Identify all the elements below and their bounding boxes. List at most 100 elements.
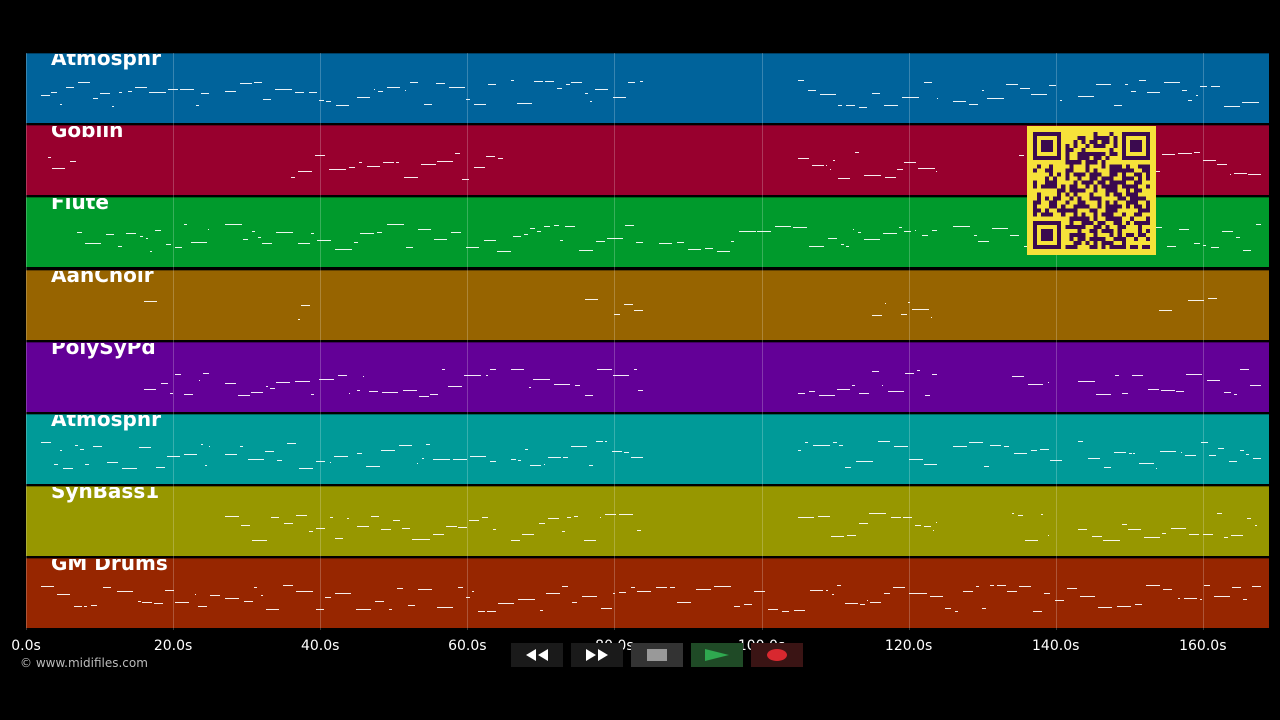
midi-note — [191, 242, 207, 244]
midi-note — [319, 378, 334, 380]
midi-note — [165, 244, 171, 246]
midi-note — [631, 587, 635, 589]
midi-note — [276, 381, 290, 383]
midi-note — [896, 169, 903, 171]
midi-note — [300, 304, 310, 306]
midi-note — [1018, 155, 1025, 157]
piano-roll-timeline[interactable]: Atmosphr Goblin Flute AahChoir PolySyPd Atmos… — [26, 53, 1269, 630]
midi-note — [224, 224, 242, 226]
midi-note — [1132, 453, 1135, 454]
time-tick-label: 140.0s — [1032, 638, 1080, 654]
midi-note — [412, 539, 430, 541]
midi-note — [1131, 374, 1144, 376]
midi-note — [198, 606, 208, 608]
midi-note — [798, 450, 802, 451]
midi-note — [1166, 246, 1176, 248]
midi-note — [572, 602, 577, 604]
midi-note — [836, 388, 850, 390]
midi-note — [1018, 586, 1032, 588]
midi-note — [1217, 164, 1227, 166]
midi-note — [901, 313, 907, 315]
midi-note — [969, 442, 983, 443]
midi-note — [432, 534, 444, 536]
midi-note — [546, 593, 560, 595]
midi-note — [1147, 388, 1160, 390]
stop-button[interactable] — [631, 643, 683, 667]
midi-note — [570, 82, 582, 83]
midi-note — [831, 536, 844, 538]
midi-note — [990, 585, 994, 587]
midi-note — [547, 518, 559, 520]
midi-note — [1228, 461, 1237, 462]
midi-note — [908, 301, 910, 303]
midi-note — [705, 248, 713, 250]
play-icon — [705, 649, 729, 661]
midi-note — [511, 80, 514, 81]
midi-note — [595, 441, 603, 442]
midi-note — [904, 162, 916, 164]
midi-note — [429, 393, 439, 395]
track-lane[interactable]: Atmosphr — [26, 414, 1269, 484]
midi-note — [261, 243, 272, 245]
midi-note — [375, 601, 384, 603]
track-lane[interactable]: PolySyPd — [26, 341, 1269, 412]
rewind-button[interactable] — [511, 643, 563, 667]
midi-note — [596, 241, 606, 243]
midi-note — [294, 92, 304, 93]
midi-note — [449, 87, 465, 88]
midi-note — [868, 513, 887, 515]
time-tick-label: 160.0s — [1179, 638, 1227, 654]
midi-note — [466, 247, 480, 249]
midi-note — [757, 231, 772, 233]
track-lane[interactable]: SynBass1 — [26, 486, 1269, 557]
midi-note — [40, 586, 55, 588]
midi-note — [1122, 392, 1128, 394]
midi-note — [528, 386, 531, 388]
fast-forward-button[interactable] — [571, 643, 623, 667]
midi-note — [388, 609, 393, 611]
midi-note — [1232, 587, 1241, 589]
midi-note — [1184, 455, 1197, 456]
track-lane[interactable]: AahChoir — [26, 269, 1269, 340]
midi-note — [239, 446, 244, 447]
midi-note — [833, 442, 838, 443]
midi-note — [798, 158, 809, 160]
midi-note — [872, 93, 881, 94]
midi-note — [808, 90, 817, 91]
midi-note — [282, 585, 294, 587]
midi-note — [336, 105, 349, 106]
track-lane[interactable]: Atmosphr — [26, 53, 1269, 123]
midi-note — [92, 446, 103, 447]
midi-note — [952, 446, 968, 447]
midi-note — [311, 393, 315, 395]
midi-note — [1230, 535, 1243, 537]
midi-note — [887, 390, 904, 392]
midi-note — [730, 241, 734, 243]
midi-note — [809, 390, 815, 392]
midi-note — [734, 606, 741, 608]
midi-note — [346, 518, 349, 520]
record-button[interactable] — [751, 643, 803, 667]
track-lane[interactable]: GM Drums — [26, 558, 1269, 629]
midi-note — [238, 394, 250, 396]
midi-note — [85, 464, 90, 465]
midi-note — [1248, 174, 1261, 176]
midi-note — [1246, 454, 1250, 455]
midi-note — [903, 231, 912, 233]
midi-note — [902, 517, 912, 519]
midi-note — [78, 82, 90, 83]
midi-note — [486, 611, 497, 613]
midi-note — [247, 459, 264, 460]
midi-note — [316, 461, 326, 462]
midi-note — [396, 588, 403, 590]
midi-note — [1229, 174, 1232, 176]
midi-note — [253, 82, 263, 83]
midi-note — [676, 602, 691, 604]
time-tick-label: 120.0s — [884, 638, 933, 654]
midi-note — [618, 514, 634, 516]
play-button[interactable] — [691, 643, 743, 667]
midi-note — [566, 84, 570, 85]
midi-note — [924, 464, 937, 465]
midi-note — [554, 225, 559, 227]
midi-note — [355, 609, 371, 611]
